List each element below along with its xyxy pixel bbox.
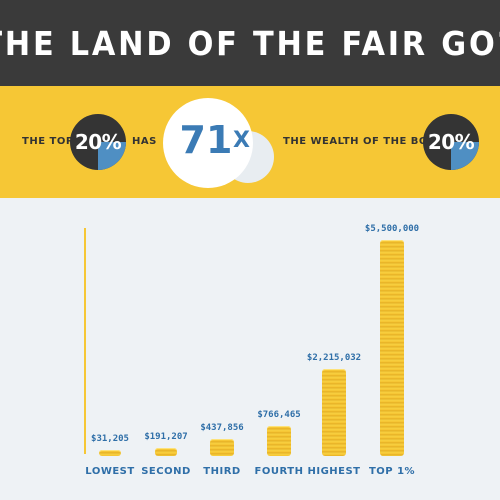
page-title: THE LAND OF THE FAIR GO? bbox=[0, 23, 500, 63]
value-label-0: $31,205 bbox=[91, 434, 129, 444]
top-pct-text: 20% bbox=[74, 130, 122, 154]
category-label-4: HIGHEST bbox=[307, 466, 361, 477]
times-symbol: X bbox=[233, 128, 250, 153]
coin-stack-5 bbox=[380, 240, 404, 456]
stat-suffix: THE WEALTH OF THE BOTTOM bbox=[283, 136, 463, 147]
bottom-pct-badge: 20% bbox=[423, 114, 479, 170]
category-label-1: SECOND bbox=[141, 466, 191, 477]
header-bar: THE LAND OF THE FAIR GO? bbox=[0, 0, 500, 86]
value-label-2: $437,856 bbox=[200, 422, 244, 433]
coin-stack-1 bbox=[155, 448, 177, 456]
value-label-5: $5,500,000 bbox=[364, 224, 420, 234]
category-label-0: LOWEST bbox=[85, 466, 135, 477]
pct-wedge-icon bbox=[98, 142, 126, 170]
multiple-number: 71 bbox=[179, 118, 233, 162]
value-label-4: $2,215,032 bbox=[306, 353, 362, 363]
coin-stack-0 bbox=[99, 450, 121, 456]
coin-stack-2 bbox=[210, 438, 234, 456]
top-pct-badge: 20% bbox=[70, 114, 126, 170]
chart-axis bbox=[84, 228, 86, 454]
category-label-5: TOP 1% bbox=[368, 466, 416, 477]
stat-has: HAS bbox=[132, 136, 157, 147]
multiple-bubble bbox=[163, 98, 253, 188]
category-label-2: THIRD bbox=[203, 466, 241, 477]
value-label-1: $191,207 bbox=[144, 432, 188, 443]
value-label-3: $766,465 bbox=[257, 409, 301, 420]
coin-stack-4 bbox=[322, 369, 346, 456]
bottom-pct-text: 20% bbox=[427, 130, 475, 154]
pct-wedge-icon bbox=[451, 142, 479, 170]
category-label-3: FOURTH bbox=[254, 466, 304, 477]
coin-stack-3 bbox=[267, 425, 291, 456]
stat-prefix: THE TOP bbox=[22, 136, 74, 147]
